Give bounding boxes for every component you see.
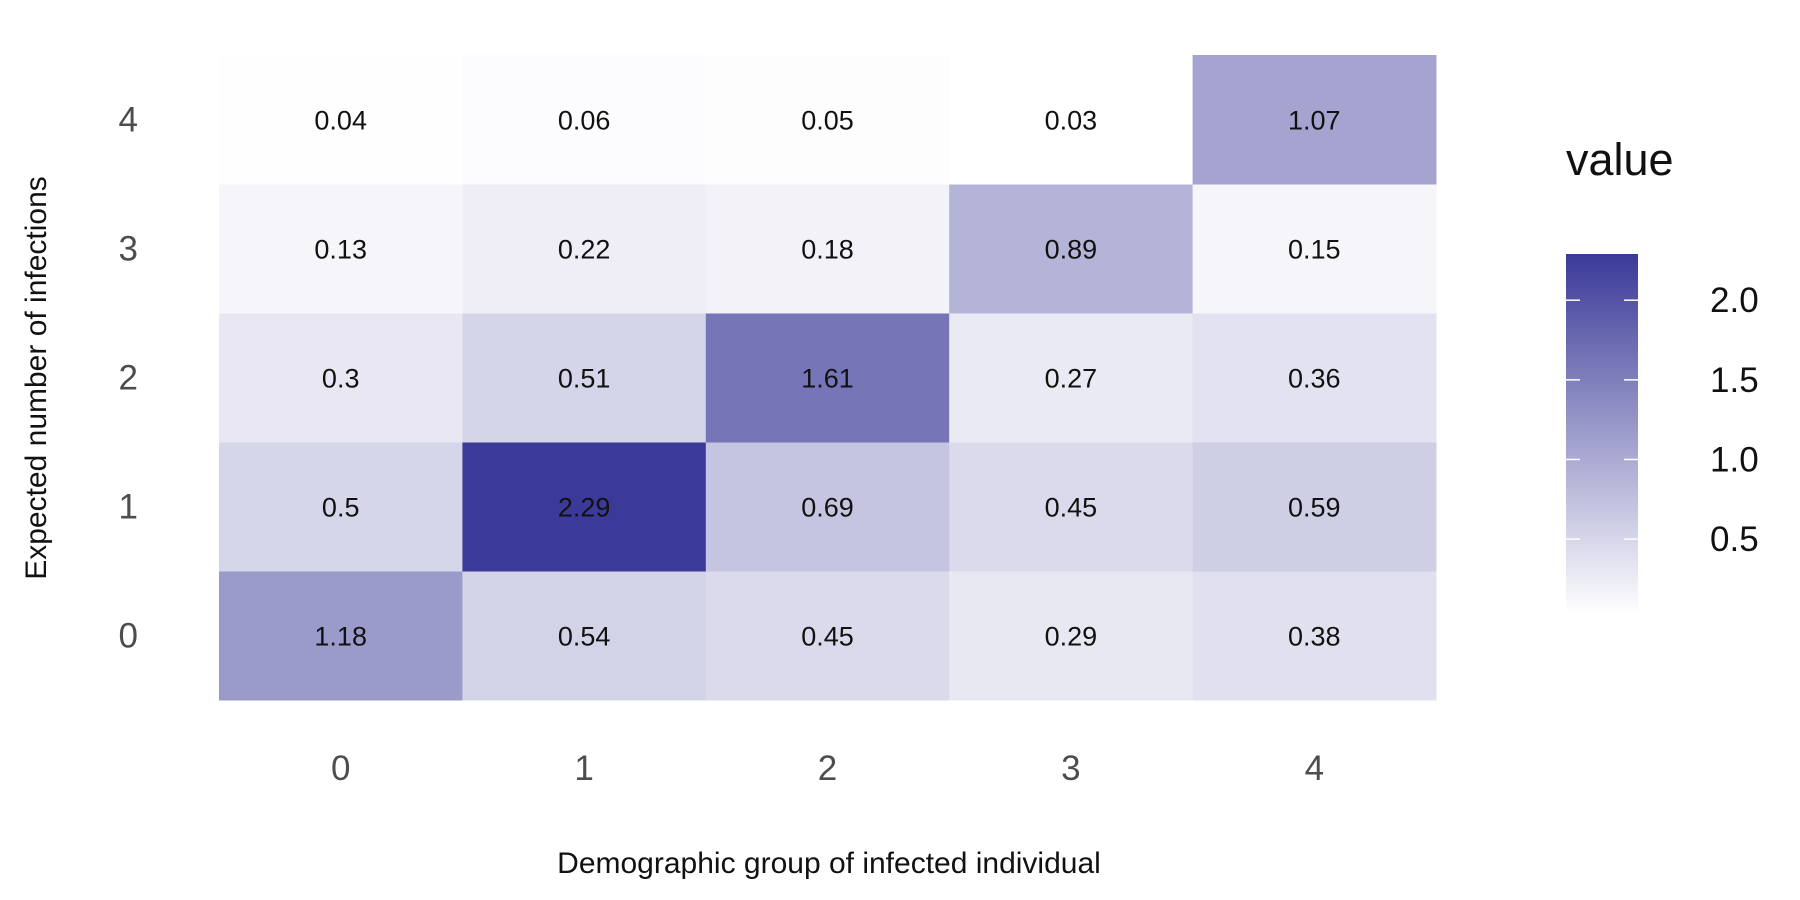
- heatmap-cell: [949, 571, 1194, 701]
- heatmap-cell-label: 0.18: [801, 235, 854, 265]
- heatmap-cell-label: 0.38: [1288, 622, 1341, 652]
- heatmap-cell: [949, 55, 1194, 185]
- heatmap-cell-label: 0.51: [558, 364, 611, 394]
- heatmap-cell: [705, 184, 950, 314]
- x-axis-tick-label: 3: [1061, 749, 1080, 788]
- heatmap-cell-label: 0.06: [558, 106, 611, 136]
- heatmap-cell: [462, 313, 707, 443]
- heatmap-cell: [1192, 571, 1437, 701]
- heatmap-cell: [705, 313, 950, 443]
- x-axis-tick-label: 2: [818, 749, 837, 788]
- x-axis-tick-label: 1: [574, 749, 593, 788]
- legend-tick-label: 0.5: [1710, 520, 1759, 559]
- heatmap-cell: [949, 442, 1194, 572]
- y-axis-tick-label: 3: [119, 230, 138, 269]
- heatmap-cell-label: 0.45: [801, 622, 854, 652]
- heatmap-cell-label: 0.3: [322, 364, 360, 394]
- heatmap-cell: [219, 184, 463, 314]
- y-axis-title: Expected number of infections: [20, 176, 53, 580]
- heatmap-cell-label: 0.03: [1045, 106, 1098, 136]
- heatmap-cells: [219, 55, 1437, 701]
- y-axis-tick-labels: 0 1 2 3 4: [119, 101, 138, 656]
- heatmap-cell: [219, 313, 463, 443]
- x-axis-tick-labels: 0 1 2 3 4: [331, 749, 1324, 788]
- heatmap-cell: [462, 184, 707, 314]
- y-axis-tick-label: 0: [119, 617, 138, 656]
- heatmap-cell-label: 0.54: [558, 622, 611, 652]
- heatmap-cell: [219, 571, 463, 701]
- heatmap-cell-label: 1.61: [801, 364, 854, 394]
- y-axis-tick-label: 1: [119, 488, 138, 527]
- legend-tick-label: 1.0: [1710, 440, 1759, 479]
- heatmap-cell-label: 0.29: [1045, 622, 1098, 652]
- heatmap-cell-label: 1.07: [1288, 106, 1341, 136]
- legend-title: value: [1566, 134, 1674, 185]
- heatmap-cell-label: 0.15: [1288, 235, 1341, 265]
- legend: value 0.5 1.0 1.5 2.0: [1566, 134, 1759, 614]
- heatmap-cell-label: 0.89: [1045, 235, 1098, 265]
- heatmap-cell: [705, 55, 950, 185]
- y-axis-tick-label: 2: [119, 359, 138, 398]
- x-axis-title: Demographic group of infected individual: [557, 847, 1101, 880]
- heatmap-cell: [705, 571, 950, 701]
- legend-ticks: 0.5 1.0 1.5 2.0: [1566, 281, 1759, 559]
- y-axis-tick-label: 4: [119, 101, 138, 140]
- heatmap-cell: [1192, 442, 1437, 572]
- heatmap-cell: [1192, 313, 1437, 443]
- heatmap-cell: [1192, 184, 1437, 314]
- heatmap-cell: [219, 55, 463, 185]
- heatmap-cell-label: 0.13: [314, 235, 367, 265]
- legend-tick-label: 2.0: [1710, 281, 1759, 320]
- heatmap-cell-label: 0.59: [1288, 493, 1341, 523]
- legend-colorbar: [1566, 254, 1638, 614]
- legend-tick-label: 1.5: [1710, 361, 1759, 400]
- heatmap-cell-label: 2.29: [558, 493, 611, 523]
- heatmap-cell-label: 0.36: [1288, 364, 1341, 394]
- heatmap-cell-label: 0.22: [558, 235, 611, 265]
- heatmap-cell-label: 0.5: [322, 493, 360, 523]
- heatmap-cell-label: 0.45: [1045, 493, 1098, 523]
- heatmap-cell-label: 0.05: [801, 106, 854, 136]
- heatmap-cell: [1192, 55, 1437, 185]
- x-axis-tick-label: 4: [1305, 749, 1324, 788]
- heatmap-cell-label: 0.27: [1045, 364, 1098, 394]
- heatmap-cell: [949, 184, 1194, 314]
- heatmap-cell: [462, 442, 707, 572]
- heatmap-cell: [462, 571, 707, 701]
- heatmap-cell-label: 0.04: [314, 106, 367, 136]
- heatmap-cell: [219, 442, 463, 572]
- heatmap-cell-labels: 1.18 0.54 0.45 0.29 0.38 0.5 2.29 0.69 0.45 0.59 0…: [314, 106, 1340, 652]
- heatmap-cell: [949, 313, 1194, 443]
- x-axis-tick-label: 0: [331, 749, 350, 788]
- heatmap-cell: [705, 442, 950, 572]
- heatmap-cell-label: 1.18: [314, 622, 367, 652]
- heatmap-cell-label: 0.69: [801, 493, 854, 523]
- heatmap-cell: [462, 55, 707, 185]
